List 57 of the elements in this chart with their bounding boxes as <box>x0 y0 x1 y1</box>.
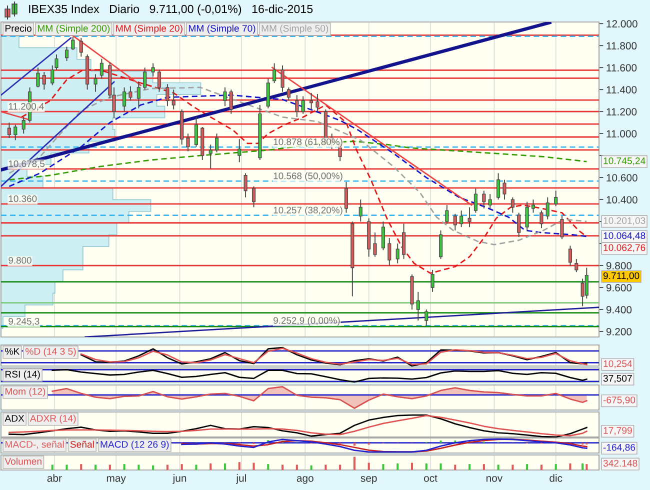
y-tick-label: 9.200 <box>606 328 632 336</box>
x-tick-label: nov <box>486 476 503 482</box>
ref-line-label: 9.245,3 <box>8 318 40 326</box>
y-tick-label: 11.200 <box>606 108 637 116</box>
series-label: Mom (12) <box>6 388 46 397</box>
y-tick-label: 10.600 <box>606 174 638 182</box>
ref-line-label: 9.800 <box>8 256 32 264</box>
x-tick-label: jun <box>172 474 186 484</box>
series-label: ADX <box>4 415 24 422</box>
y-tick-label: 11.600 <box>606 64 637 72</box>
series-label: %D (14 3 5) <box>26 348 76 357</box>
y-tick-label: 11.800 <box>606 42 637 50</box>
text: MACD-, señal <box>6 440 64 449</box>
series-label: MACD (12 26 9) <box>100 440 169 450</box>
ref-line-label: 10.360 <box>8 195 37 202</box>
data-label: 10.064,48 <box>604 232 646 240</box>
ref-line-label: 10.568 (50,00%) <box>274 172 342 182</box>
y-tick-label: 11.400 <box>606 86 637 94</box>
y-tick-label: 9.600 <box>606 284 632 292</box>
y-tick-label: 9.400 <box>606 306 632 314</box>
ref-line-label: 9.252,9 (0,00%) <box>274 316 340 326</box>
x-tick-label: jul <box>236 474 246 484</box>
data-label: 10.062,76 <box>604 244 646 252</box>
text: 10,254 <box>604 360 632 368</box>
text: MM (Simple 200) <box>38 24 110 34</box>
y-tick-label: 11.000 <box>606 130 637 138</box>
y-axis-title: Precio <box>6 24 32 32</box>
data-label: 10.201,03 <box>604 217 646 226</box>
ref-line-label: 10.878 (61,80%) <box>274 138 342 148</box>
annotation: 9.711,00 <box>603 272 640 280</box>
text: -164,86 <box>603 444 636 452</box>
ref-line-label: 10.678,5 <box>8 160 45 168</box>
text: 342.148 <box>603 460 638 467</box>
x-tick-label: oct <box>424 474 438 482</box>
ref-line-label: 10.257 (38,20%) <box>274 206 342 216</box>
y-tick-label: 12.000 <box>606 20 638 28</box>
text: Señal <box>70 440 94 448</box>
y-tick-label: 10.400 <box>606 196 638 204</box>
series-label: ADXR (14) <box>30 414 76 424</box>
series-label: Volumen <box>4 458 42 465</box>
x-tick-label: dic <box>550 474 562 482</box>
chart-title: IBEX35 Index Diario 9.711,00 (-0,01%) 16-dic-2015 <box>29 4 313 16</box>
text: MM (Simple 70) <box>188 24 256 34</box>
x-tick-label: ago <box>296 476 314 484</box>
text: MM (Simple 20) <box>116 24 182 34</box>
y-tick-label: 9.800 <box>606 262 632 270</box>
text: MM (Simple 50) <box>262 24 328 34</box>
x-tick-label: abr <box>47 474 62 482</box>
ref-line-label: 11.200,4 <box>8 103 44 111</box>
text: 37,507 <box>603 374 632 383</box>
text: 17,799 <box>604 427 632 436</box>
x-tick-label: sep <box>360 476 377 484</box>
data-label: 10.745,24 <box>604 157 646 166</box>
text: -675,90 <box>603 396 636 404</box>
x-tick-label: may <box>106 476 126 484</box>
series-label: RSI (14) <box>6 370 40 380</box>
text: %K <box>5 348 20 355</box>
